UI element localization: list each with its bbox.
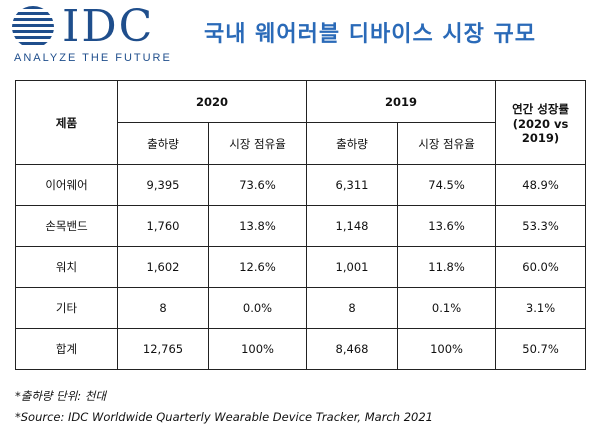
logo-tagline: ANALYZE THE FUTURE bbox=[14, 52, 172, 64]
growth-header-line1: 연간 성장률 bbox=[512, 101, 569, 116]
product-header: 제품 bbox=[15, 80, 118, 165]
header-row-years: 제품 2020 2019 연간 성장률 (2020 vs 2019) bbox=[15, 80, 587, 165]
shipments-2020: 1,602 bbox=[117, 246, 209, 288]
growth-header: 연간 성장률 (2020 vs 2019) bbox=[495, 80, 587, 165]
table-row: 기타 8 0.0% 8 0.1% 3.1% bbox=[15, 287, 587, 329]
share-2019-header: 시장 점유율 bbox=[397, 122, 497, 165]
product-name: 워치 bbox=[15, 246, 118, 288]
shipments-2019: 6,311 bbox=[306, 164, 399, 206]
shipments-2020: 12,765 bbox=[117, 328, 209, 370]
share-2020: 100% bbox=[207, 328, 308, 370]
market-table: 제품 2020 2019 연간 성장률 (2020 vs 2019) 출하량 시… bbox=[15, 80, 587, 370]
growth-header-line2: (2020 vs 2019) bbox=[512, 116, 569, 145]
share-2020-header: 시장 점유율 bbox=[207, 122, 308, 165]
logo-wordmark: IDC bbox=[62, 1, 155, 52]
shipments-2019: 8 bbox=[306, 287, 399, 329]
product-name: 기타 bbox=[15, 287, 118, 329]
idc-logo: IDC ANALYZE THE FUTURE bbox=[10, 1, 176, 66]
table-row: 워치 1,602 12.6% 1,001 11.8% 60.0% bbox=[15, 246, 587, 288]
product-name: 이어웨어 bbox=[15, 164, 118, 206]
page-title: 국내 웨어러블 디바이스 시장 규모 bbox=[204, 22, 536, 47]
shipments-2020: 1,760 bbox=[117, 205, 209, 247]
table-row: 이어웨어 9,395 73.6% 6,311 74.5% 48.9% bbox=[15, 164, 587, 206]
source-footnote: *Source: IDC Worldwide Quarterly Wearabl… bbox=[15, 410, 433, 424]
share-2020: 0.0% bbox=[207, 287, 308, 329]
shipments-2020: 9,395 bbox=[117, 164, 209, 206]
year-2020-header: 2020 bbox=[116, 80, 308, 123]
table-row: 손목밴드 1,760 13.8% 1,148 13.6% 53.3% bbox=[15, 205, 587, 247]
shipments-2020-header: 출하량 bbox=[117, 122, 209, 165]
shipments-2019: 1,001 bbox=[306, 246, 399, 288]
year-2019-header: 2019 bbox=[306, 80, 497, 123]
growth-rate: 53.3% bbox=[495, 205, 587, 247]
share-2020: 73.6% bbox=[207, 164, 308, 206]
share-2019: 0.1% bbox=[397, 287, 497, 329]
shipments-2019-header: 출하량 bbox=[306, 122, 399, 165]
growth-rate: 3.1% bbox=[495, 287, 587, 329]
share-2019: 74.5% bbox=[397, 164, 497, 206]
unit-footnote: *출하량 단위: 천대 bbox=[15, 389, 106, 403]
growth-rate: 48.9% bbox=[495, 164, 587, 206]
product-name: 합계 bbox=[15, 328, 118, 370]
growth-rate: 50.7% bbox=[495, 328, 587, 370]
table-row-total: 합계 12,765 100% 8,468 100% 50.7% bbox=[15, 328, 587, 370]
header-row-metrics: 출하량 시장 점유율 출하량 시장 점유율 bbox=[16, 122, 586, 165]
share-2020: 13.8% bbox=[207, 205, 308, 247]
share-2019: 13.6% bbox=[397, 205, 497, 247]
share-2019: 11.8% bbox=[397, 246, 497, 288]
product-name: 손목밴드 bbox=[15, 205, 118, 247]
growth-rate: 60.0% bbox=[495, 246, 587, 288]
share-2019: 100% bbox=[397, 328, 497, 370]
globe-icon bbox=[12, 6, 54, 45]
shipments-2019: 1,148 bbox=[306, 205, 399, 247]
shipments-2019: 8,468 bbox=[306, 328, 399, 370]
share-2020: 12.6% bbox=[207, 246, 308, 288]
shipments-2020: 8 bbox=[117, 287, 209, 329]
header: IDC ANALYZE THE FUTURE 국내 웨어러블 디바이스 시장 규… bbox=[0, 0, 600, 72]
